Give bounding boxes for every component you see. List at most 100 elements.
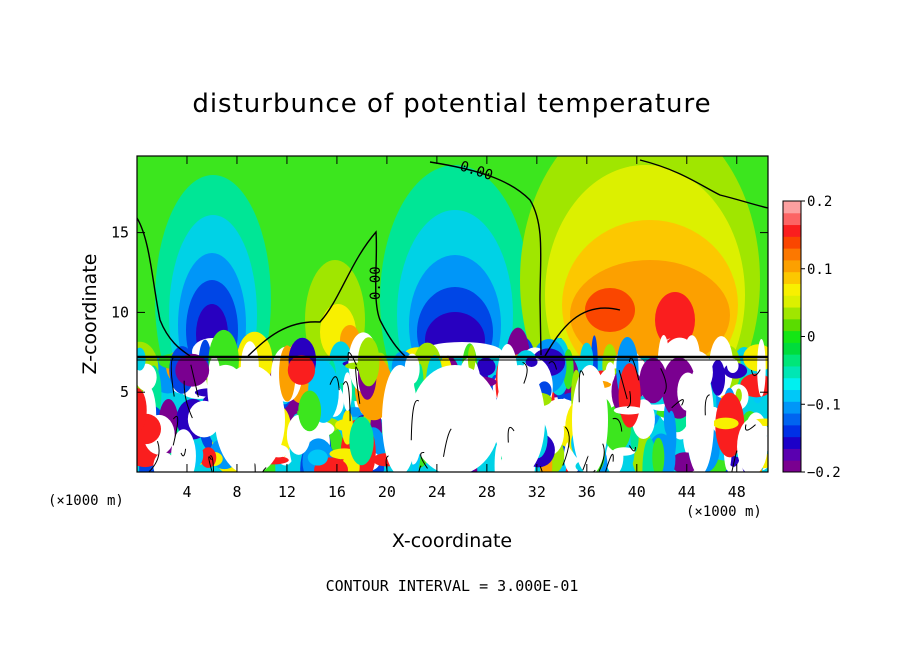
zero-contour	[137, 217, 191, 357]
lower-layer-contour	[172, 415, 179, 446]
contour-lines	[137, 159, 768, 361]
lower-layer-cell	[298, 390, 322, 432]
lower-layer-cell	[737, 418, 768, 472]
colorbar-swatch	[783, 401, 801, 414]
lower-layer-cell	[287, 355, 316, 385]
lower-layer-contour	[704, 394, 710, 416]
x-tick-label: 24	[428, 483, 446, 501]
lower-layer-contour	[507, 426, 515, 443]
y-tick-label: 10	[111, 303, 129, 321]
chart-title: disturbunce of potential temperature	[192, 89, 711, 119]
y-axis-label: Z-coordinate	[79, 254, 101, 375]
lower-layer-cell	[342, 372, 352, 411]
lower-layer-contour	[548, 361, 558, 370]
x-tick-label: 40	[628, 483, 646, 501]
colorbar-tick-label: 0.2	[807, 194, 832, 210]
lower-layer-cell	[137, 347, 146, 371]
colorbar-swatch	[783, 413, 801, 426]
plot-area: 0.00 0.00	[137, 156, 768, 472]
lower-layer-contour	[418, 465, 422, 472]
lower-layer-contour	[209, 455, 215, 472]
lower-layer-contour	[420, 452, 428, 469]
colorbar-swatch	[783, 224, 801, 237]
y-axis: 5 10 15	[111, 224, 768, 401]
colorbar-swatch	[783, 460, 801, 473]
colorbar-swatch	[783, 354, 801, 367]
lower-layer-cell	[345, 362, 367, 370]
colorbar-tick-label: 0	[807, 330, 815, 346]
lower-layer-contour	[562, 426, 570, 466]
lower-layer-contour	[355, 366, 361, 404]
lower-layer-cell	[137, 363, 157, 391]
positive-anomaly-core	[655, 292, 695, 348]
lower-layer-contour	[183, 380, 193, 419]
colorbar-swatch	[783, 448, 801, 461]
lower-layer-contour	[628, 445, 636, 452]
colorbar-swatch	[783, 365, 801, 379]
lower-layer-contour	[598, 443, 605, 472]
lower-layer-contour	[660, 368, 667, 395]
x-tick-label: 44	[678, 483, 696, 501]
colorbar-swatch	[783, 236, 801, 249]
x-tick-label: 4	[182, 483, 191, 501]
colorbar-swatch	[783, 436, 801, 449]
lower-layer-contour	[342, 381, 351, 422]
positive-anomaly-core	[585, 288, 635, 332]
lower-layer-cell	[467, 344, 476, 373]
colorbar-swatch	[783, 283, 801, 296]
lower-layer-cell	[349, 416, 374, 466]
lower-layer-contour	[148, 440, 160, 472]
lower-layer-contour	[410, 399, 420, 441]
lower-layer-contour	[604, 453, 614, 472]
zero-contour	[544, 307, 621, 357]
lower-layer-contour	[208, 456, 213, 472]
x-tick-label: 8	[232, 483, 241, 501]
lower-layer-contour	[329, 376, 340, 391]
lower-layer-cell	[476, 357, 496, 376]
colorbar-swatch	[783, 212, 801, 226]
lower-layer-cell	[605, 362, 615, 384]
x-unit-label: (×1000 m)	[48, 493, 124, 509]
lower-layer-plume	[215, 365, 285, 472]
lower-layer-cell	[757, 338, 766, 397]
lower-layer-cell	[153, 452, 176, 472]
zero-contour	[429, 161, 542, 356]
colorbar-swatch	[783, 318, 801, 332]
lower-layer-cell	[357, 337, 380, 387]
lower-layer-cell	[727, 358, 739, 374]
lower-layer-cell	[200, 447, 217, 468]
colorbar-tick-label: 0.1	[807, 262, 832, 278]
colorbar: 0.2 0.1 0 −0.1 −0.2	[782, 194, 841, 481]
lower-layer-contour	[522, 361, 528, 384]
colorbar-swatch	[783, 342, 801, 355]
lower-layer-contour	[190, 364, 199, 398]
colorbar-swatch	[783, 330, 801, 343]
y-tick-label: 15	[111, 224, 129, 242]
lower-layer-contour	[626, 391, 632, 409]
contour-interval-note: CONTOUR INTERVAL = 3.000E-01	[326, 577, 579, 595]
colorbar-tick-label: −0.1	[807, 397, 841, 413]
lower-layer-cell	[613, 406, 644, 415]
lower-layer-contour	[180, 448, 187, 457]
lower-layer-plume	[410, 365, 500, 472]
plot-frame	[136, 155, 769, 473]
x-tick-label: 48	[728, 483, 746, 501]
x-tick-label: 12	[278, 483, 296, 501]
lower-layer-cell	[639, 357, 667, 404]
colorbar-swatch	[783, 424, 801, 438]
x-tick-label: 36	[578, 483, 596, 501]
colorbar-swatch	[783, 271, 801, 284]
lower-layer-cell	[652, 437, 665, 472]
zero-contour	[639, 159, 768, 209]
x-axis: 4 8 12 16 20 24 28 32 36 40 44 48	[182, 156, 746, 501]
lower-layer-contour	[618, 370, 628, 400]
lower-layer-contour	[262, 467, 267, 472]
zero-contour	[247, 230, 406, 357]
lower-layer-cell	[137, 388, 147, 433]
colorbar-swatch	[783, 259, 801, 273]
colorbar-swatch	[783, 295, 801, 308]
lower-layer-plume	[382, 365, 418, 472]
colorbar-tick-label: −0.2	[807, 465, 841, 481]
x-axis-label: X-coordinate	[392, 530, 512, 552]
lower-layer-contour	[751, 369, 761, 377]
